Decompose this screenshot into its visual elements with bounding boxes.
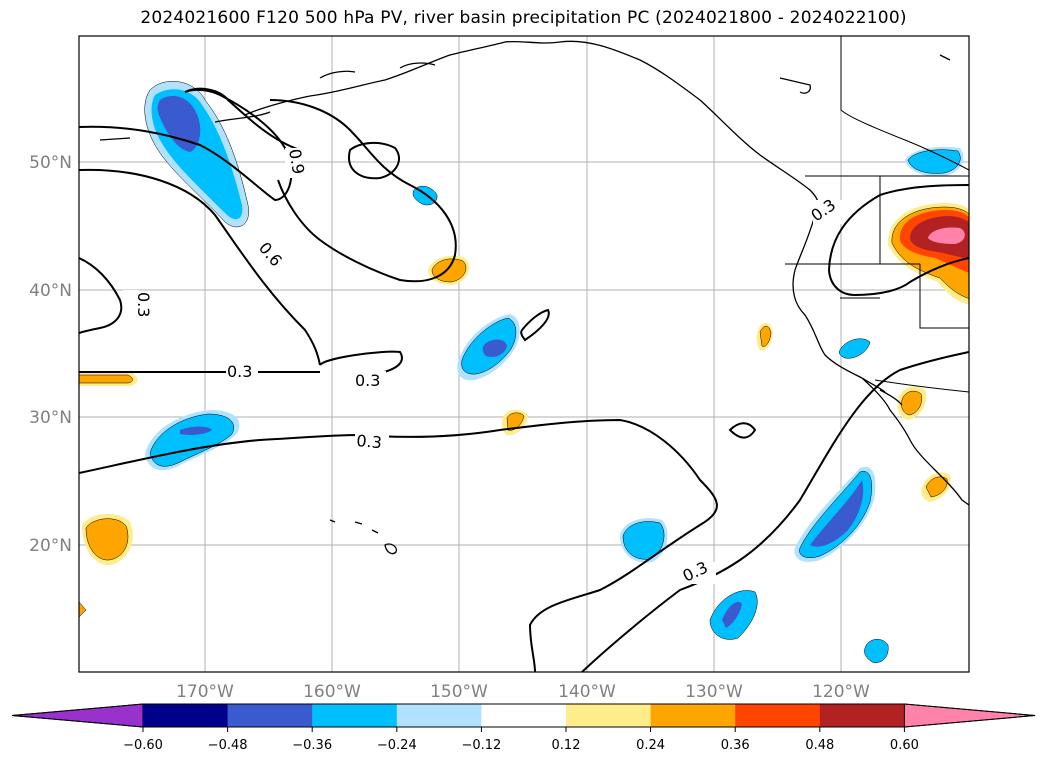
lon-label-140w: 140°W <box>558 682 616 702</box>
map-title: 2024021600 F120 500 hPa PV, river basin … <box>140 8 907 28</box>
coastlines <box>99 40 969 555</box>
colorbar-segment <box>396 704 482 727</box>
colorbar-extend-max <box>903 703 1036 728</box>
contour-label-0.3: 0.3 <box>134 292 153 317</box>
precipitation-pc-shading <box>79 81 969 663</box>
colorbar-tick-label: −0.48 <box>208 738 248 753</box>
hawaii-islands <box>354 521 397 555</box>
colorbar-tick-label: −0.24 <box>377 738 417 753</box>
lon-label-120w: 120°W <box>812 682 870 702</box>
colorbar-segment <box>650 704 736 727</box>
colorbar-tick-label: 0.12 <box>552 738 581 753</box>
colorbar-segment <box>566 704 652 727</box>
colorbar-segment <box>143 704 229 727</box>
negative-anomaly-region <box>864 639 889 663</box>
latitude-labels: 50°N 40°N 30°N 20°N <box>29 153 72 556</box>
lat-label-30n: 30°N <box>29 408 72 428</box>
contour-label-0.3: 0.3 <box>355 371 380 390</box>
lon-label-130w: 130°W <box>685 682 743 702</box>
contour-label-0.3: 0.3 <box>227 362 252 381</box>
colorbar: −0.60 −0.48 −0.36 −0.24 −0.12 0.12 0.24 0.36 0.4… <box>11 703 1036 753</box>
political-borders <box>785 36 969 393</box>
pv-contour-0.6 <box>79 168 321 366</box>
negative-anomaly-region <box>838 338 871 359</box>
contour-label-0.3: 0.3 <box>356 431 383 452</box>
colorbar-extend-min <box>11 703 144 728</box>
colorbar-tick-label: 0.60 <box>890 738 919 753</box>
colorbar-segment <box>819 704 905 727</box>
colorbar-tick-label: −0.60 <box>123 738 163 753</box>
colorbar-tick-label: 0.48 <box>805 738 834 753</box>
map-frame <box>78 35 970 673</box>
colorbar-segment <box>227 704 313 727</box>
colorbar-tick-label: 0.24 <box>636 738 665 753</box>
lon-label-160w: 160°W <box>303 682 361 702</box>
colorbar-segment <box>735 704 821 727</box>
pv-contours <box>79 87 969 672</box>
colorbar-segment <box>312 704 398 727</box>
lon-label-170w: 170°W <box>176 682 234 702</box>
colorbar-tick-label: 0.36 <box>721 738 750 753</box>
lon-label-150w: 150°W <box>430 682 488 702</box>
alaska-coastline <box>244 40 820 216</box>
lat-label-20n: 20°N <box>29 536 72 556</box>
colorbar-tick-label: −0.36 <box>292 738 332 753</box>
colorbar-segment <box>481 704 567 727</box>
colorbar-tick-label: −0.12 <box>461 738 501 753</box>
longitude-labels: 170°W 160°W 150°W 140°W 130°W 120°W <box>176 682 870 702</box>
pv-contour-labels: 0.9 0.6 0.3 0.3 0.3 0.3 0.3 0.3 <box>123 147 843 586</box>
contour-label-0.9: 0.9 <box>285 147 308 175</box>
lat-label-50n: 50°N <box>29 153 72 173</box>
lat-label-40n: 40°N <box>29 281 72 301</box>
